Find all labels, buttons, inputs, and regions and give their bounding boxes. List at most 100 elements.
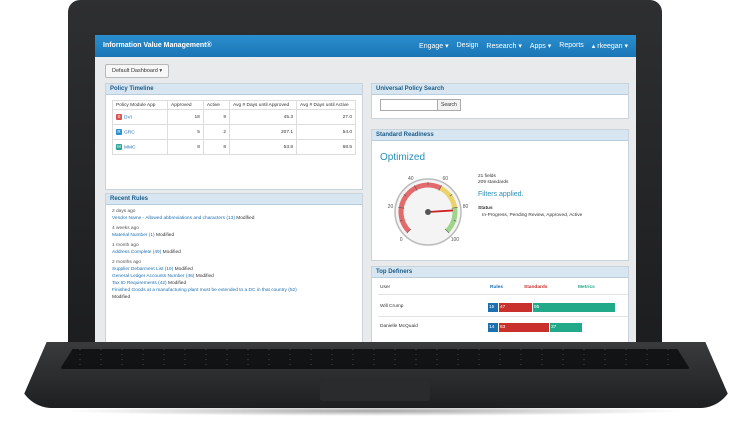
nav-menu: Engage ▾ Design Research ▾ Apps ▾ Report…	[419, 42, 628, 50]
rule-time: 4 weeks ago	[112, 226, 139, 231]
col-days-approved: Avg # Days until Approved	[229, 100, 297, 110]
app-icon: M	[116, 143, 122, 150]
rule-link[interactable]: Supplier Debarment List (19)	[112, 267, 174, 272]
rule-link[interactable]: Tax ID Requirements (42)	[112, 281, 167, 286]
top-definers-panel: Top Definers User Rules Standards Metric…	[371, 266, 629, 342]
app-icon: S	[116, 113, 122, 120]
list-item: 2 months ago Supplier Debarment List (19…	[112, 259, 352, 294]
col-rules: Rules	[490, 285, 504, 290]
rule-action: Modified	[234, 216, 255, 221]
policy-timeline-panel: Policy Timeline Policy Module App Approv…	[105, 83, 363, 190]
definer-name: Will Crump	[380, 304, 404, 309]
col-metrics: Metrics	[578, 285, 595, 290]
gauge-tick-mark	[403, 194, 407, 197]
cell-active: 9	[202, 109, 231, 125]
gauge-tick-mark	[451, 207, 458, 209]
rule-action: Modified	[194, 274, 214, 279]
table-row: S DVI 18 9 45.3 27.0	[112, 109, 356, 125]
gauge-tick-mark	[453, 220, 457, 222]
rule-action: Modified	[112, 295, 131, 300]
cell-active: 2	[202, 124, 231, 140]
list-item: 4 weeks ago Material Number (1) Modified	[112, 225, 352, 239]
table-row: M MMC 8 8 53.8 68.5	[112, 139, 356, 155]
rule-action: Modified	[154, 233, 175, 238]
universal-search-panel: Universal Policy Search Search	[371, 83, 629, 119]
recent-rules-title: Recent Rules	[106, 194, 362, 205]
cell-approved: 8	[167, 139, 204, 155]
definer-name: Danielle McQuaid	[380, 324, 418, 329]
nav-reports[interactable]: Reports	[559, 42, 584, 49]
gauge-ticks	[398, 182, 458, 234]
readiness-counts: 21 fields 209 standards	[478, 174, 508, 186]
col-user: User	[380, 285, 391, 290]
brand-title[interactable]: Information Value Management®	[103, 42, 212, 49]
fields-count: 21 fields	[478, 174, 496, 179]
nav-apps[interactable]: Apps ▾	[529, 43, 552, 50]
gauge-tick-40: 40	[408, 176, 414, 182]
rule-action: Modified	[173, 267, 193, 272]
top-navbar: Information Value Management® Engage ▾ D…	[95, 35, 636, 57]
app-link[interactable]: GRC	[124, 130, 135, 136]
readiness-status-word: Optimized	[380, 152, 426, 163]
nav-user-menu[interactable]: ▴ rkeegan ▾	[591, 43, 628, 50]
cell-days-active: 27.0	[296, 109, 356, 125]
table-header-row: Policy Module App Approved Active Avg # …	[112, 100, 356, 110]
standard-readiness-title: Standard Readiness	[372, 130, 628, 141]
rule-link[interactable]: General Ledger Accounts Number (46)	[112, 274, 195, 279]
app-link[interactable]: DVI	[124, 115, 132, 121]
gauge-hub	[425, 209, 431, 215]
rule-action: Modified	[161, 250, 181, 255]
app-icon: R	[116, 128, 122, 135]
rule-action: Modified	[166, 281, 187, 286]
rules-bar: 14	[488, 323, 498, 332]
gauge-tick-80: 80	[463, 204, 469, 210]
gauge-tick-100: 100	[451, 237, 460, 243]
rule-link[interactable]: Address Complete (49)	[112, 250, 162, 255]
standards-count: 209 standards	[478, 180, 509, 185]
rule-link[interactable]: Finished Goods at a manufacturing plant …	[112, 288, 297, 293]
gauge-tick-mark	[406, 228, 412, 234]
dashboard-select[interactable]: Default Dashboard ▾	[105, 64, 170, 78]
gauge-needle	[427, 209, 454, 213]
laptop-shadow	[60, 406, 690, 416]
universal-search-title: Universal Policy Search	[372, 84, 628, 95]
gauge-tick-mark	[438, 185, 442, 191]
nav-engage[interactable]: Engage ▾	[419, 43, 449, 50]
search-button[interactable]: Search	[437, 99, 461, 111]
cell-days-approved: 207.1	[229, 124, 297, 140]
gauge-band-mid	[438, 185, 458, 209]
standards-bar: 47	[499, 303, 532, 312]
cell-days-active: 54.0	[296, 124, 356, 140]
cell-days-approved: 45.3	[229, 109, 297, 125]
recent-rules-list: 2 days ago Vendor Name - Allowed abbrevi…	[112, 208, 352, 301]
cell-approved: 18	[167, 109, 204, 125]
touchpad	[320, 381, 430, 401]
screen: Information Value Management® Engage ▾ D…	[95, 35, 636, 342]
gauge-tick-60: 60	[442, 176, 448, 182]
cell-days-active: 68.5	[296, 139, 356, 155]
gauge-tick-mark	[398, 207, 405, 209]
list-item: 1 month ago Address Complete (49) Modifi…	[112, 242, 352, 256]
gauge-tick-0: 0	[400, 237, 403, 243]
cell-approved: 5	[167, 124, 204, 140]
nav-design[interactable]: Design	[456, 42, 479, 49]
nav-research[interactable]: Research ▾	[486, 43, 522, 50]
readiness-gauge: 0 20 40 60 80 100	[388, 176, 469, 246]
search-input[interactable]	[380, 99, 441, 111]
rules-bar: 15	[488, 303, 498, 312]
divider	[378, 294, 628, 295]
metrics-bar: 95	[533, 303, 615, 312]
app-link[interactable]: MMC	[124, 145, 136, 151]
status-value: In-Progress, Pending Review, Approved, A…	[482, 213, 583, 218]
gauge-tick-mark	[399, 220, 403, 222]
standard-readiness-panel: Standard Readiness Optimized 0 20 40 60 …	[371, 129, 629, 261]
rule-time: 2 days ago	[112, 209, 136, 214]
cell-days-approved: 53.8	[229, 139, 297, 155]
gauge-tick-20: 20	[388, 204, 394, 210]
col-active: Active	[202, 100, 231, 110]
divider	[378, 316, 628, 317]
rule-link[interactable]: Material Number (1)	[112, 233, 155, 238]
col-days-active: Avg # Days until Active	[296, 100, 356, 110]
rule-link[interactable]: Vendor Name - Allowed abbreviations and …	[112, 216, 235, 221]
cell-active: 8	[202, 139, 231, 155]
